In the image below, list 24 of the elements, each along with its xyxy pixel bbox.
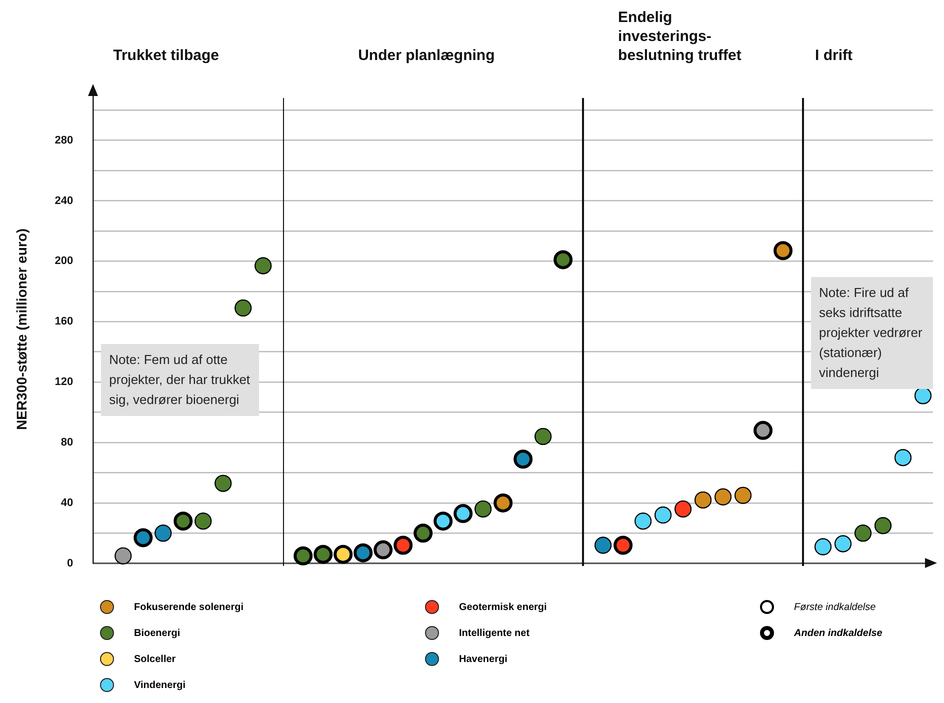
legend-label: Vindenergi [134, 680, 186, 690]
legend-label: Intelligente net [459, 628, 530, 638]
text: I drift [815, 46, 854, 65]
legend-label: Fokuserende solenergi [134, 602, 244, 612]
legend-label: Solceller [134, 654, 176, 664]
legend-label: Første indkaldelse [794, 602, 876, 612]
text: Under planlægning [358, 46, 496, 65]
annotation: Note: Fem ud af otte projekter, der har trukket sig, vedrører bioenergi [101, 344, 260, 416]
legend-label: Bioenergi [134, 628, 180, 638]
y-tick-label: 240 [54, 194, 74, 207]
legend-label: Geotermisk energi [459, 602, 547, 612]
y-tick-label: 160 [54, 316, 74, 328]
annotation: Note: Fire ud af seks idriftsatte projekter vedrører (stationær) vindenergi [811, 277, 933, 389]
legend-label: Anden indkaldelse [794, 628, 882, 638]
text: Trukket tilbage [113, 46, 220, 65]
y-tick-label: 80 [60, 436, 74, 449]
y-tick-label: 40 [60, 496, 74, 509]
y-tick-label: 0 [67, 557, 74, 570]
y-tick-label: 200 [54, 255, 74, 268]
y-tick-label: 120 [54, 376, 74, 388]
y-tick-label: 280 [54, 134, 74, 146]
text: Endelig investerings-beslutning truffet [618, 8, 742, 65]
y-axis-title: NER300-støtte (millioner euro) [13, 228, 30, 430]
legend-label: Havenergi [459, 654, 508, 664]
